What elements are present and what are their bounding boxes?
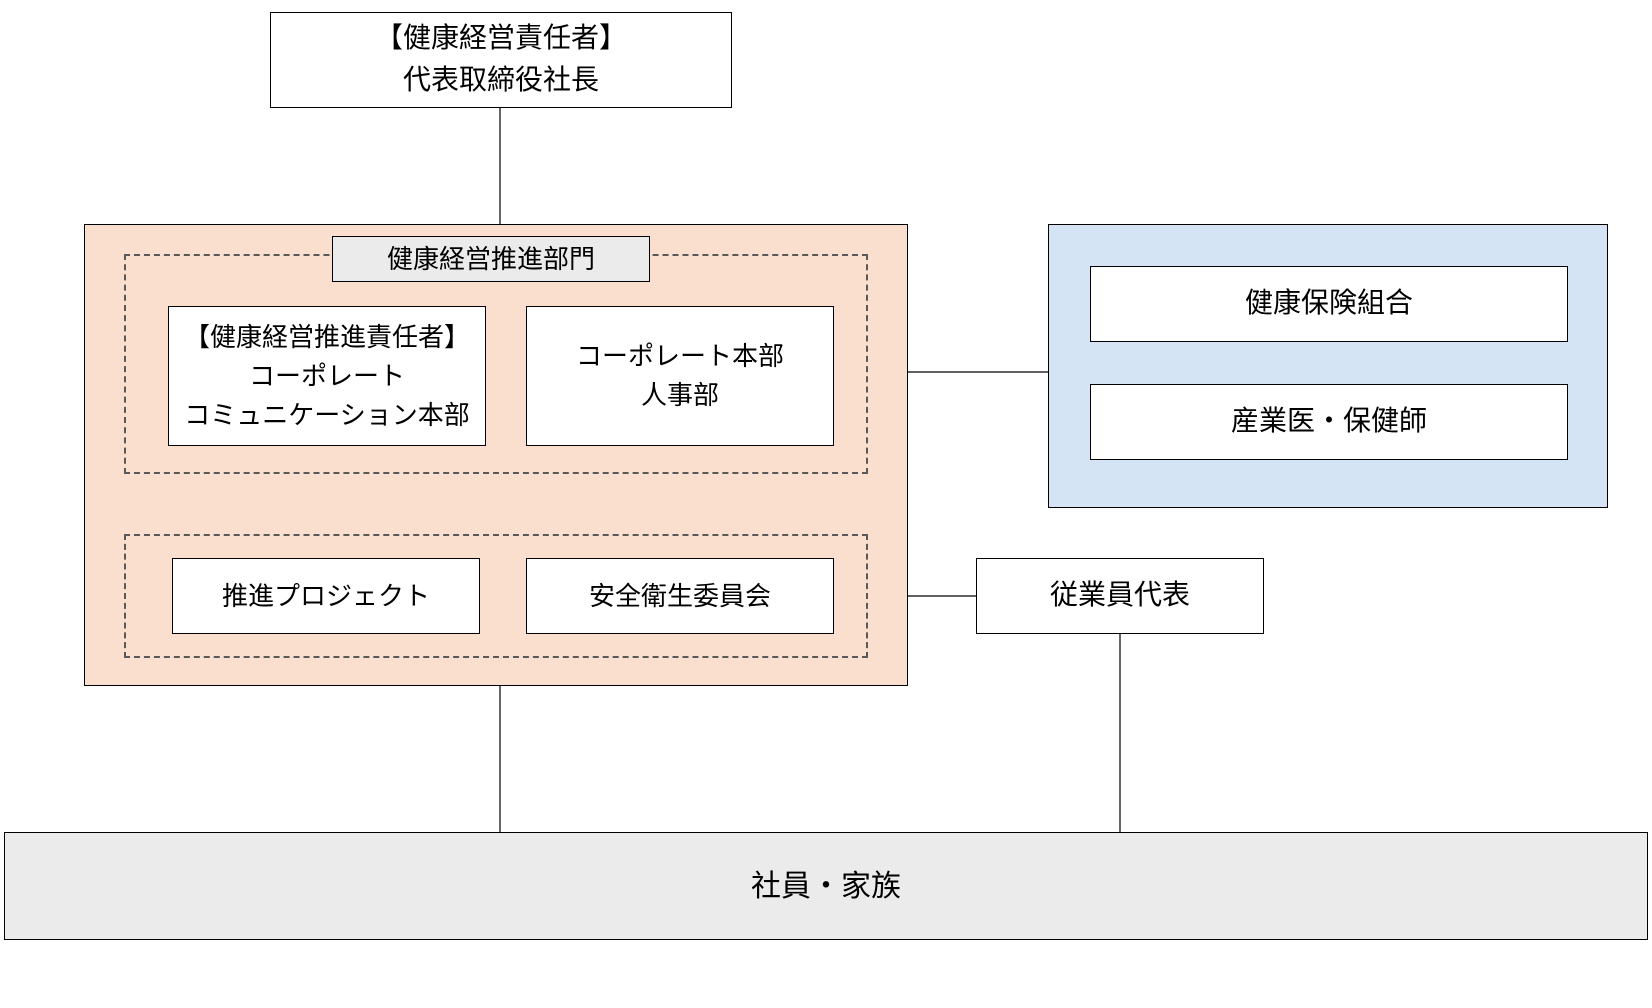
node-employees-family: 社員・家族 xyxy=(4,832,1648,940)
industrial-doctor-text: 産業医・保健師 xyxy=(1231,401,1427,443)
employees-family-text: 社員・家族 xyxy=(751,864,901,909)
dept-label-text: 健康経営推進部門 xyxy=(387,240,595,279)
node-hr-dept: コーポレート本部 人事部 xyxy=(526,306,834,446)
safety-committee-text: 安全衛生委員会 xyxy=(589,577,771,616)
corp-comm-line2: コーポレート xyxy=(249,357,405,396)
node-promo-project: 推進プロジェクト xyxy=(172,558,480,634)
corp-comm-line3: コミュニケーション本部 xyxy=(184,396,469,435)
node-dept-label: 健康経営推進部門 xyxy=(332,236,650,282)
promo-project-text: 推進プロジェクト xyxy=(222,577,430,616)
node-safety-committee: 安全衛生委員会 xyxy=(526,558,834,634)
node-top-leader: 【健康経営責任者】 代表取締役社長 xyxy=(270,12,732,108)
top-leader-line1: 【健康経営責任者】 xyxy=(375,18,627,60)
hr-dept-line2: 人事部 xyxy=(641,376,719,415)
top-leader-line2: 代表取締役社長 xyxy=(403,60,599,102)
hr-dept-line1: コーポレート本部 xyxy=(576,337,784,376)
employee-rep-text: 従業員代表 xyxy=(1050,575,1190,617)
corp-comm-line1: 【健康経営推進責任者】 xyxy=(184,318,470,357)
node-employee-rep: 従業員代表 xyxy=(976,558,1264,634)
node-corp-comm: 【健康経営推進責任者】 コーポレート コミュニケーション本部 xyxy=(168,306,486,446)
node-industrial-doctor: 産業医・保健師 xyxy=(1090,384,1568,460)
diagram-stage: 【健康経営責任者】 代表取締役社長 健康経営推進部門 【健康経営推進責任者】 コ… xyxy=(0,0,1652,1008)
insurance-union-text: 健康保険組合 xyxy=(1245,283,1413,325)
node-insurance-union: 健康保険組合 xyxy=(1090,266,1568,342)
